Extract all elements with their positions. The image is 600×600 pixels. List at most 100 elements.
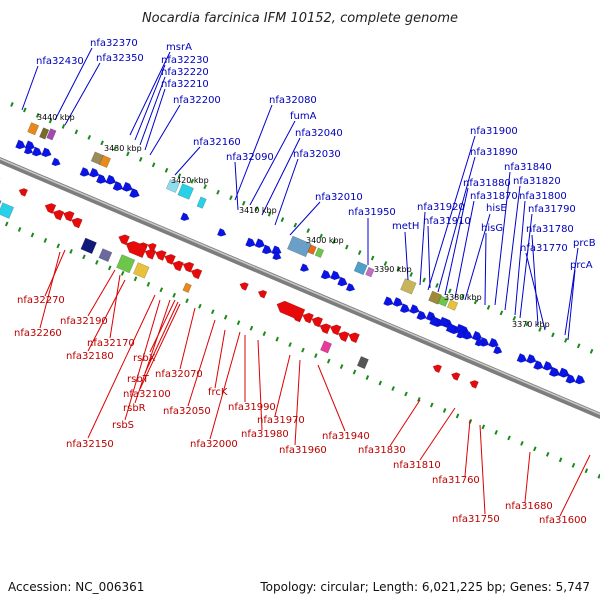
gene-label[interactable]: hisG (481, 223, 503, 234)
forward-gene (383, 296, 394, 307)
leader-line (149, 299, 176, 353)
gene-label[interactable]: nfa31770 (520, 243, 568, 254)
gene-label[interactable]: nfa32070 (155, 369, 203, 380)
gene-label[interactable]: nfa32200 (173, 95, 221, 106)
gene-label[interactable]: prcA (570, 260, 593, 271)
gene-label[interactable]: nfa32080 (269, 95, 317, 106)
gene-label[interactable]: msrA (166, 42, 192, 53)
reverse-gene (71, 217, 83, 229)
gene-label[interactable]: nfa32160 (193, 137, 241, 148)
reverse-gene (18, 188, 29, 197)
gene-label[interactable]: nfa32010 (315, 192, 363, 203)
gene-label[interactable]: nfa32040 (295, 128, 343, 139)
gene-label[interactable]: nfa31840 (504, 162, 552, 173)
forward-gene (261, 244, 273, 255)
gene-label[interactable]: metH (392, 221, 419, 232)
gene-label[interactable]: rsbX (133, 353, 156, 364)
gene-label[interactable]: nfa31950 (348, 207, 396, 218)
gene-label[interactable]: nfa31940 (322, 431, 370, 442)
tick-mark (100, 140, 104, 146)
leader-line (261, 137, 301, 216)
gene-label[interactable]: nfa32100 (123, 389, 171, 400)
tick-mark (545, 451, 550, 457)
leader-line (144, 301, 179, 374)
forward-gene (438, 316, 450, 327)
gene-label[interactable]: nfa32220 (161, 67, 209, 78)
gene-label[interactable]: nfa32090 (226, 152, 274, 163)
leader-line (464, 419, 471, 477)
leader-line (419, 211, 426, 286)
gene-label[interactable]: nfa32180 (66, 351, 114, 362)
gene-label[interactable]: nfa32150 (66, 439, 114, 450)
forward-gene (41, 147, 52, 158)
kbp-label: 3370 kbp (512, 320, 550, 329)
gene-label[interactable]: nfa32170 (87, 338, 135, 349)
gene-label[interactable]: nfa32050 (163, 406, 211, 417)
gene-label[interactable]: nfa32230 (161, 55, 209, 66)
tick-mark (391, 386, 395, 391)
gene-label[interactable]: nfa31910 (423, 216, 471, 227)
gene-label[interactable]: nfa31960 (279, 445, 327, 456)
gene-label[interactable]: nfa31980 (241, 429, 289, 440)
tick-mark (435, 283, 439, 288)
gene-label[interactable]: nfa32350 (96, 53, 144, 64)
gene-label[interactable]: nfa31760 (432, 475, 480, 486)
gene-label[interactable]: nfa31680 (505, 501, 553, 512)
tick-mark (404, 391, 408, 397)
tick-mark (589, 348, 594, 354)
tick-mark (262, 331, 267, 337)
tick-mark (113, 145, 117, 151)
gene-label[interactable]: nfa31890 (470, 147, 518, 158)
tick-mark (538, 326, 542, 332)
tick-mark (520, 440, 524, 446)
tick-mark (551, 332, 555, 338)
gene-label[interactable]: nfa31790 (528, 204, 576, 215)
leader-line (21, 65, 39, 111)
tick-mark (177, 173, 182, 179)
gene-label[interactable]: nfa31600 (539, 515, 587, 526)
gene-label[interactable]: nfa32370 (90, 38, 138, 49)
leader-line (289, 201, 321, 236)
gene-label[interactable]: nfa31990 (228, 402, 276, 413)
gene-label[interactable]: nfa32210 (161, 79, 209, 90)
gene-label[interactable]: nfa32190 (60, 316, 108, 327)
tick-mark (314, 353, 318, 359)
gene-label[interactable]: nfa31900 (470, 126, 518, 137)
forward-gene (392, 297, 404, 307)
gene-label[interactable]: nfa31750 (452, 514, 500, 525)
gene-label[interactable]: hisE (486, 203, 507, 214)
leader-line (524, 451, 531, 503)
gene-label[interactable]: nfa32000 (190, 439, 238, 450)
leader-line (567, 269, 576, 341)
gene-label[interactable]: nfa32030 (293, 149, 341, 160)
gene-label[interactable]: nfa32260 (14, 328, 62, 339)
tick-mark (56, 243, 61, 249)
gene-label[interactable]: prcB (573, 238, 596, 249)
leader-line (44, 249, 66, 297)
gene-label[interactable]: frcK (208, 387, 228, 398)
tick-mark (345, 244, 349, 250)
gene-label[interactable]: nfa32430 (36, 56, 84, 67)
gene-label[interactable]: nfa31780 (526, 224, 574, 235)
gene-label[interactable]: fumA (290, 111, 317, 122)
gene-label[interactable]: nfa31830 (358, 445, 406, 456)
forward-gene (574, 374, 586, 385)
gene-label[interactable]: rsbT (127, 374, 150, 385)
gene-label[interactable]: nfa31870 (470, 191, 518, 202)
tick-mark (120, 270, 125, 276)
leader-line (234, 161, 239, 211)
gene-label[interactable]: nfa31880 (463, 178, 511, 189)
gene-label[interactable]: rsbR (123, 403, 146, 414)
gene-label[interactable]: nfa31970 (257, 415, 305, 426)
gene-label[interactable]: nfa31820 (513, 176, 561, 187)
gene-label[interactable]: rsbS (112, 420, 134, 431)
gene-label[interactable]: nfa31810 (393, 460, 441, 471)
gene-label[interactable]: nfa31800 (519, 191, 567, 202)
leader-line (531, 234, 539, 326)
forward-gene (105, 174, 117, 185)
gene-label[interactable]: nfa31920 (417, 202, 465, 213)
forward-gene (337, 276, 348, 287)
gene-label[interactable]: nfa32270 (17, 295, 65, 306)
reverse-gene (302, 312, 314, 324)
leader-line (54, 47, 93, 121)
